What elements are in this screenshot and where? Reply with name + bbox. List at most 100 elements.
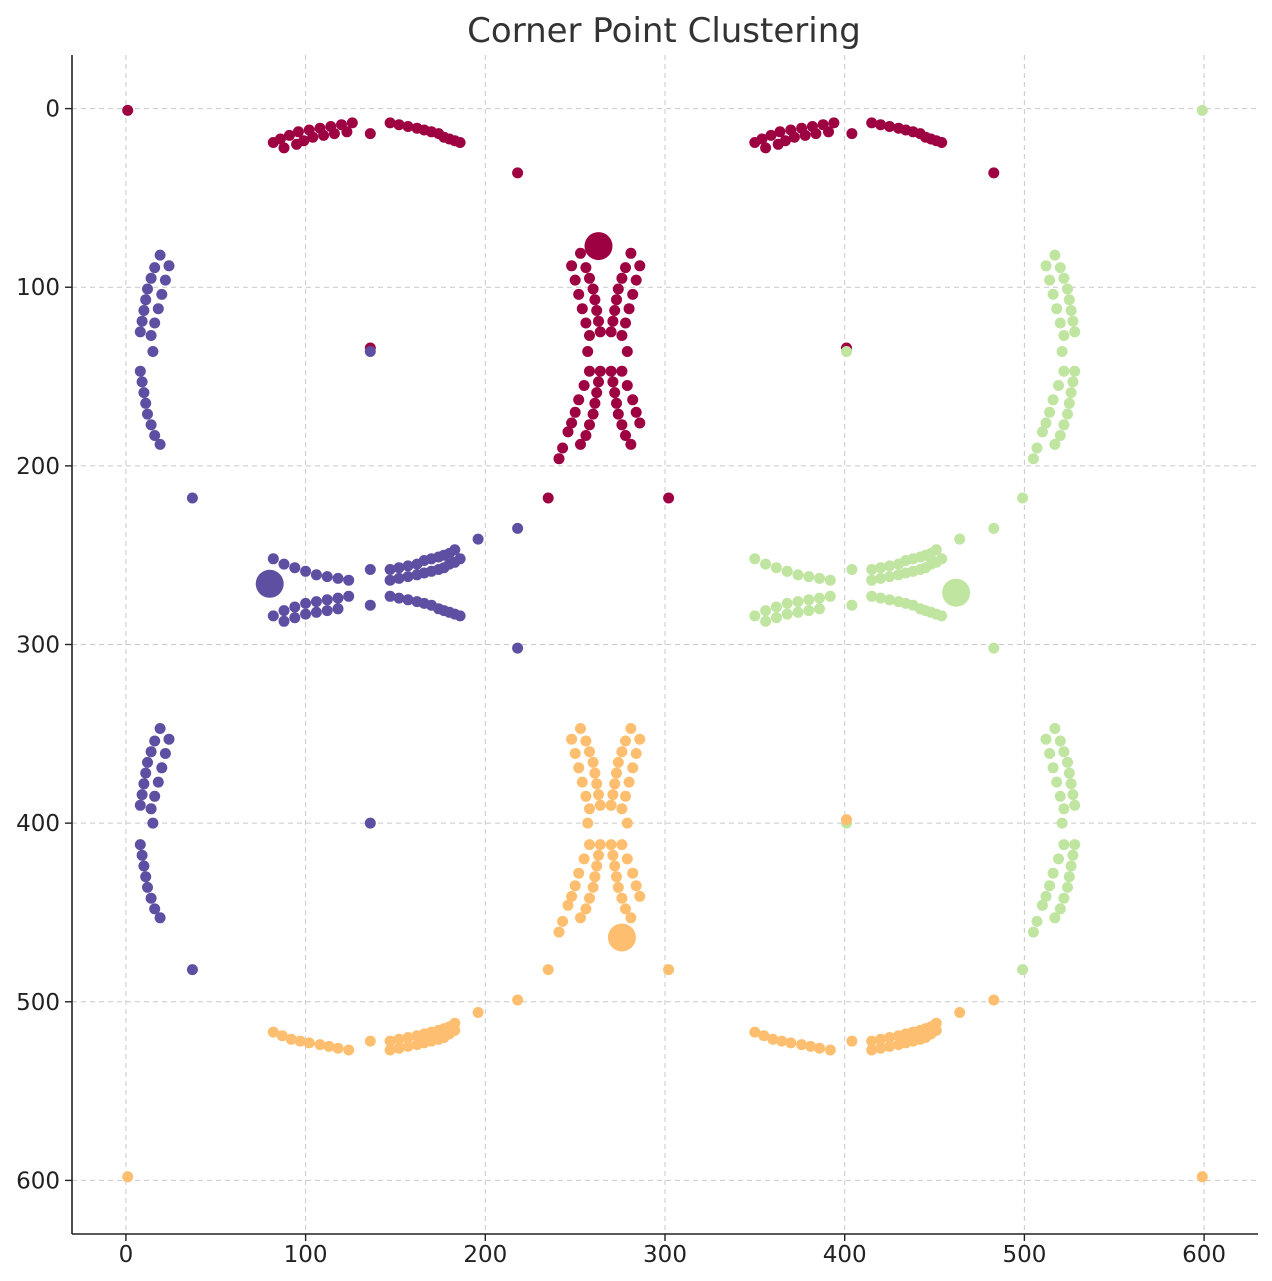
data-point [393, 1042, 405, 1054]
data-point [785, 1037, 797, 1049]
cluster-4-centroid [607, 923, 636, 952]
data-point [954, 533, 966, 545]
data-point [145, 330, 157, 341]
data-point [1044, 274, 1056, 286]
data-point [145, 272, 157, 284]
data-point [346, 117, 358, 129]
data-point [343, 574, 355, 586]
data-point [575, 247, 586, 259]
data-point [620, 317, 631, 329]
data-point [384, 564, 396, 575]
data-point [1049, 912, 1061, 924]
data-point [607, 849, 619, 861]
data-point [289, 601, 301, 613]
data-point [875, 1042, 887, 1054]
data-point [1069, 839, 1081, 851]
data-point [616, 272, 628, 284]
data-point [875, 1033, 887, 1045]
data-point [267, 553, 279, 565]
data-point [1054, 262, 1066, 274]
data-point [609, 778, 621, 790]
x-tick-label: 0 [119, 1242, 134, 1268]
data-point [154, 723, 166, 734]
data-point [364, 346, 376, 357]
data-point [616, 746, 628, 758]
data-point [1062, 408, 1073, 420]
data-point [575, 723, 586, 734]
data-point [393, 592, 405, 604]
data-point [134, 839, 146, 851]
data-point [1196, 1171, 1208, 1183]
data-point [803, 605, 815, 617]
data-point [557, 915, 569, 927]
data-point [1065, 387, 1077, 399]
data-point [930, 1017, 942, 1029]
data-point [607, 789, 619, 801]
data-point [1196, 104, 1208, 116]
data-point [1047, 867, 1059, 879]
data-point [620, 903, 631, 915]
data-point [781, 597, 793, 609]
data-point [580, 790, 592, 802]
data-point [307, 131, 319, 143]
data-point [1062, 283, 1073, 295]
data-point [612, 283, 624, 295]
data-point [136, 315, 148, 327]
data-point [770, 612, 782, 624]
x-tick-label: 400 [823, 1242, 867, 1268]
data-point [616, 892, 628, 904]
data-point [149, 790, 161, 802]
axes: 0 100 200 300 400 500 600 0 100 200 300 400 500 600 [16, 55, 1258, 1268]
data-point [824, 1044, 836, 1056]
data-point [625, 723, 637, 734]
data-point [1058, 803, 1070, 815]
data-point [328, 128, 340, 140]
data-point [792, 596, 804, 608]
data-point [796, 1039, 808, 1051]
data-point [1067, 376, 1079, 388]
data-point [576, 776, 588, 788]
data-point [332, 572, 344, 584]
data-point [576, 303, 588, 315]
data-point [612, 881, 624, 893]
data-point [663, 492, 675, 504]
data-point [1058, 419, 1070, 431]
data-point [936, 553, 948, 565]
data-point [584, 272, 595, 284]
data-point [557, 442, 569, 454]
data-point [134, 326, 146, 338]
data-point [566, 733, 578, 745]
data-point [621, 817, 633, 829]
data-point [402, 121, 414, 132]
data-point [936, 610, 948, 622]
data-point [364, 564, 376, 575]
data-point [799, 129, 811, 141]
data-point [760, 142, 772, 154]
data-point [364, 128, 376, 140]
data-point [163, 733, 175, 745]
data-point [402, 594, 414, 606]
data-point [620, 262, 631, 274]
data-point [580, 317, 592, 329]
data-point [584, 803, 595, 815]
chart-title: Corner Point Clustering [467, 11, 861, 51]
data-point [627, 288, 639, 300]
data-point [186, 964, 198, 976]
data-point [884, 594, 896, 606]
cluster-1-centroid [584, 232, 613, 261]
data-point [988, 642, 1000, 654]
data-point [1051, 303, 1063, 315]
data-point [875, 572, 887, 584]
data-point [138, 778, 150, 790]
data-point [609, 305, 621, 316]
data-point [542, 964, 554, 976]
grid-lines [72, 55, 1258, 1234]
data-point [776, 1035, 788, 1047]
data-point [1058, 365, 1070, 377]
data-point [591, 860, 603, 872]
data-point [573, 288, 585, 300]
data-point [142, 756, 153, 768]
data-point [846, 599, 858, 611]
data-point [278, 142, 290, 154]
